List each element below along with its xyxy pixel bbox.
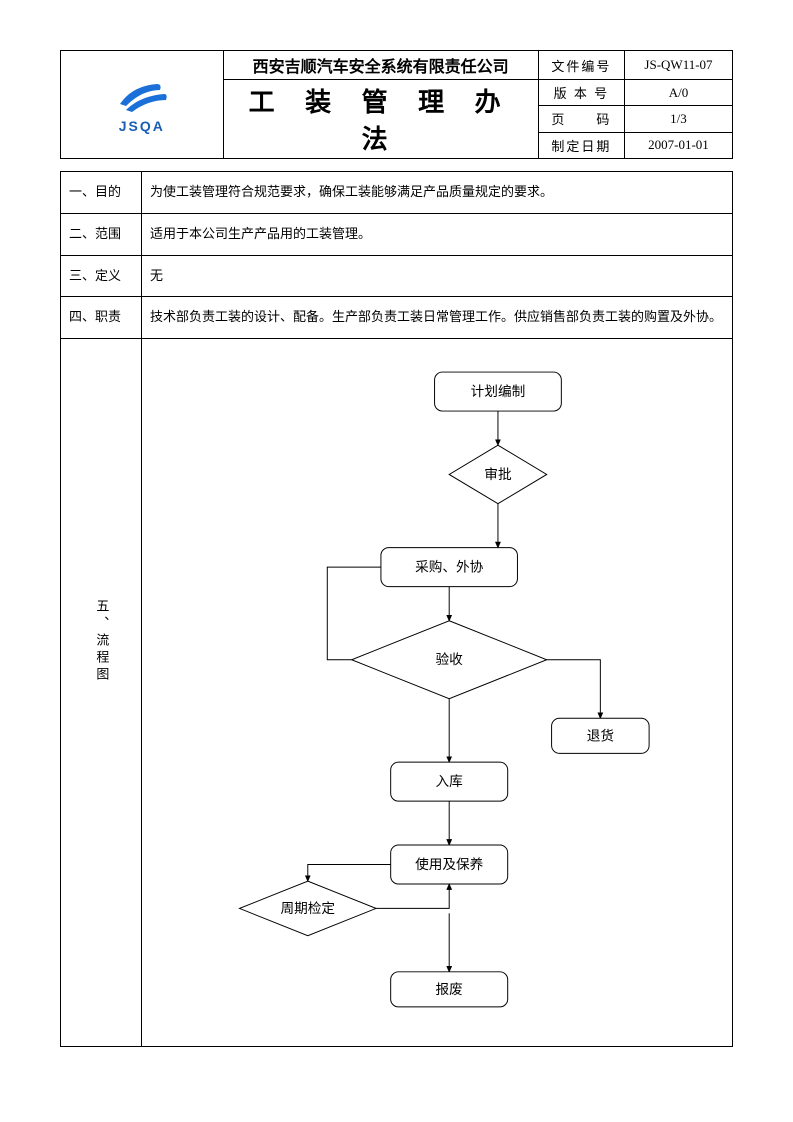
- logo-text: JSQA: [119, 118, 165, 134]
- meta-version-value: A/0: [624, 80, 732, 106]
- meta-page-value: 1/3: [624, 106, 732, 132]
- svg-text:周期检定: 周期检定: [280, 901, 335, 916]
- header-table: JSQA 西安吉顺汽车安全系统有限责任公司 文件编号 JS-QW11-07 工 …: [60, 50, 733, 159]
- logo-cell: JSQA: [61, 51, 224, 159]
- company-name: 西安吉顺汽车安全系统有限责任公司: [223, 51, 538, 80]
- section-table: 一、目的 为使工装管理符合规范要求，确保工装能够满足产品质量规定的要求。 二、范…: [60, 171, 733, 1047]
- meta-version-label: 版 本 号: [538, 80, 624, 106]
- section4-label: 四、职责: [61, 297, 142, 339]
- svg-text:退货: 退货: [587, 727, 614, 743]
- section5-label-text: 五、流程图: [91, 599, 112, 684]
- meta-date-value: 2007-01-01: [624, 132, 732, 158]
- section1-label: 一、目的: [61, 172, 142, 214]
- svg-text:验收: 验收: [436, 652, 464, 667]
- meta-docno-label: 文件编号: [538, 51, 624, 80]
- meta-date-label: 制定日期: [538, 132, 624, 158]
- section2-label: 二、范围: [61, 213, 142, 255]
- section4-text: 技术部负责工装的设计、配备。生产部负责工装日常管理工作。供应销售部负责工装的购置…: [142, 297, 733, 339]
- page: JSQA 西安吉顺汽车安全系统有限责任公司 文件编号 JS-QW11-07 工 …: [0, 0, 793, 1122]
- svg-text:入库: 入库: [436, 774, 463, 789]
- svg-text:使用及保养: 使用及保养: [415, 856, 484, 872]
- flowchart-svg: 计划编制审批采购、外协验收退货入库使用及保养周期检定报废: [142, 339, 732, 1039]
- section2-text: 适用于本公司生产产品用的工装管理。: [142, 213, 733, 255]
- logo-icon: [112, 76, 172, 116]
- doc-title: 工 装 管 理 办 法: [223, 80, 538, 159]
- svg-text:计划编制: 计划编制: [471, 384, 526, 399]
- section3-label: 三、定义: [61, 255, 142, 297]
- svg-text:采购、外协: 采购、外协: [415, 560, 484, 575]
- section1-text: 为使工装管理符合规范要求，确保工装能够满足产品质量规定的要求。: [142, 172, 733, 214]
- section5-label: 五、流程图: [61, 339, 142, 1047]
- svg-text:报废: 报废: [436, 982, 463, 997]
- section3-text: 无: [142, 255, 733, 297]
- flowchart-cell: 计划编制审批采购、外协验收退货入库使用及保养周期检定报废: [142, 339, 733, 1047]
- meta-page-label: 页 码: [538, 106, 624, 132]
- meta-docno-value: JS-QW11-07: [624, 51, 732, 80]
- svg-text:审批: 审批: [484, 467, 512, 482]
